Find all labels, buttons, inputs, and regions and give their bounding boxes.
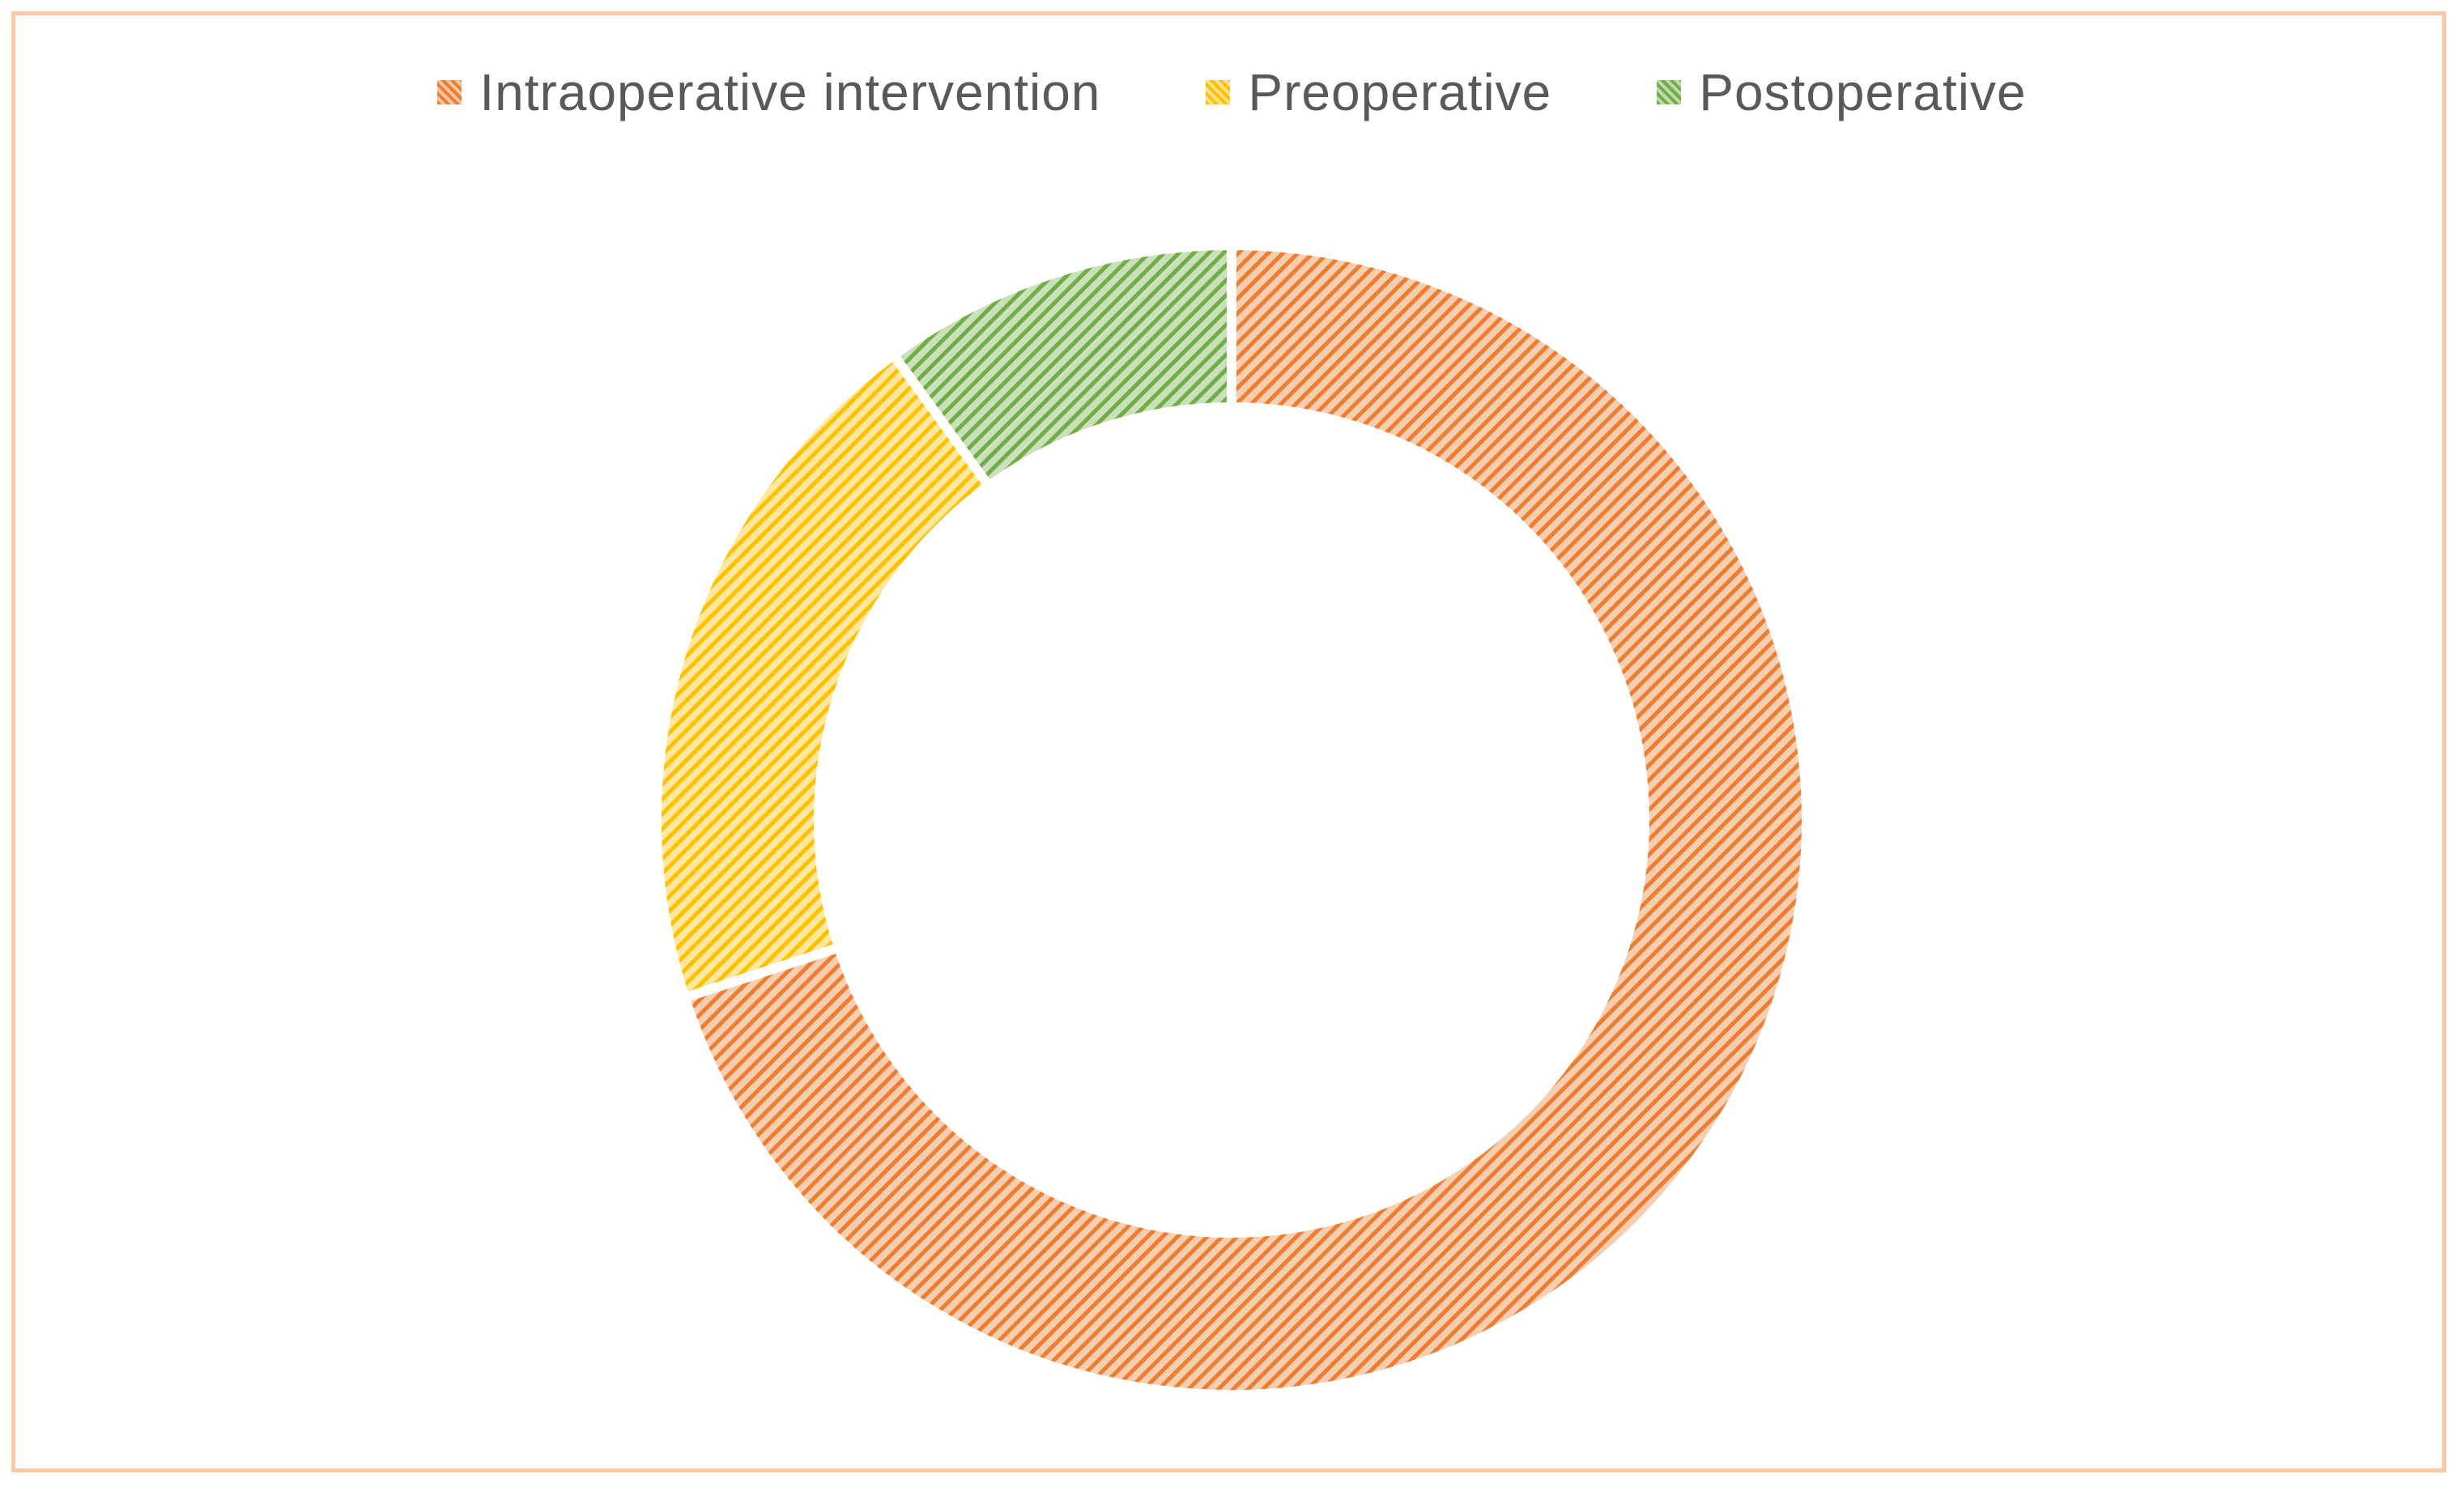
legend-swatch-preoperative (1206, 80, 1231, 104)
donut-slice-preoperative (652, 348, 996, 1004)
legend-swatch-postoperative (1657, 80, 1682, 104)
legend-item-postoperative: Postoperative (1657, 66, 2026, 118)
legend-swatch-intraoperative-intervention (437, 80, 462, 104)
legend-item-intraoperative-intervention: Intraoperative intervention (437, 66, 1100, 118)
chart-legend: Intraoperative intervention Preoperative P… (0, 66, 2464, 118)
legend-item-preoperative: Preoperative (1206, 66, 1551, 118)
legend-label-intraoperative-intervention: Intraoperative intervention (479, 63, 1101, 121)
donut-slice-postoperative (887, 240, 1236, 493)
legend-label-preoperative: Preoperative (1248, 63, 1552, 121)
legend-label-postoperative: Postoperative (1699, 63, 2027, 121)
donut-slice-intraoperative-intervention (679, 240, 1811, 1400)
